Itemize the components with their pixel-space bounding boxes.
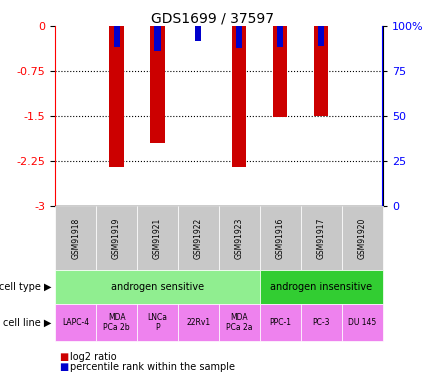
Text: GSM91919: GSM91919 xyxy=(112,217,121,259)
Text: ■: ■ xyxy=(60,352,69,362)
Text: cell type ▶: cell type ▶ xyxy=(0,282,51,292)
Text: androgen sensitive: androgen sensitive xyxy=(111,282,204,292)
Bar xyxy=(277,26,283,47)
Bar xyxy=(273,26,287,117)
Text: LNCa
P: LNCa P xyxy=(147,313,167,332)
Text: GDS1699 / 37597: GDS1699 / 37597 xyxy=(151,11,274,25)
Bar xyxy=(236,26,242,48)
Bar xyxy=(232,26,246,167)
Text: PPC-1: PPC-1 xyxy=(269,318,291,327)
Bar xyxy=(113,26,120,47)
Bar xyxy=(110,26,124,167)
Text: GSM91920: GSM91920 xyxy=(357,217,366,259)
Bar xyxy=(318,26,324,46)
Text: 22Rv1: 22Rv1 xyxy=(186,318,210,327)
Text: GSM91918: GSM91918 xyxy=(71,217,80,259)
Bar xyxy=(314,26,328,116)
Text: MDA
PCa 2b: MDA PCa 2b xyxy=(103,313,130,332)
Bar xyxy=(154,26,161,51)
Text: DU 145: DU 145 xyxy=(348,318,376,327)
Text: LAPC-4: LAPC-4 xyxy=(62,318,89,327)
Bar xyxy=(150,26,164,143)
Text: PC-3: PC-3 xyxy=(312,318,330,327)
Text: GSM91917: GSM91917 xyxy=(317,217,326,259)
Text: androgen insensitive: androgen insensitive xyxy=(270,282,372,292)
Text: cell line ▶: cell line ▶ xyxy=(3,318,51,327)
Bar xyxy=(196,26,201,40)
Text: GSM91916: GSM91916 xyxy=(276,217,285,259)
Text: GSM91921: GSM91921 xyxy=(153,217,162,259)
Text: ■: ■ xyxy=(60,362,69,372)
Text: GSM91922: GSM91922 xyxy=(194,217,203,259)
Text: percentile rank within the sample: percentile rank within the sample xyxy=(70,362,235,372)
Text: GSM91923: GSM91923 xyxy=(235,217,244,259)
Text: log2 ratio: log2 ratio xyxy=(70,352,117,362)
Text: MDA
PCa 2a: MDA PCa 2a xyxy=(226,313,252,332)
